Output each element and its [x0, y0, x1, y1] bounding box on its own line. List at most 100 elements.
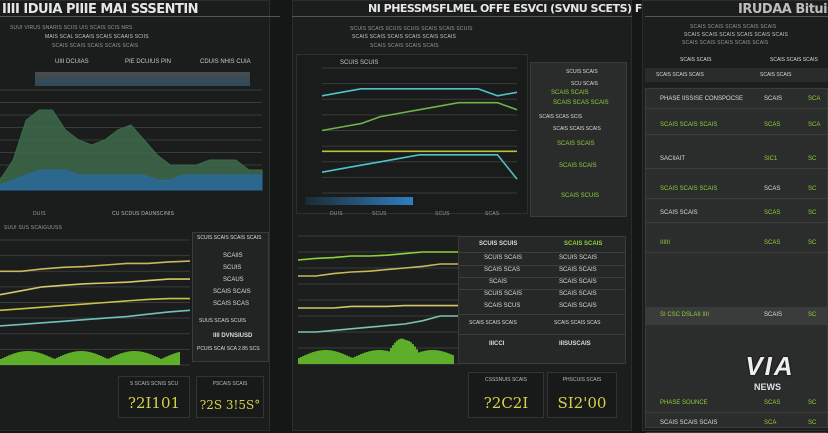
right-panel-title: IRUDAA Bituisa — [738, 2, 828, 17]
row-extra: SC — [808, 240, 817, 246]
volume-bar — [396, 340, 398, 364]
volume-bar — [94, 353, 96, 365]
table-cell: SCAIS SCAIS — [559, 291, 597, 297]
header-cell: SCAIS SCAIS SCAIS — [656, 72, 704, 78]
volume-bar — [80, 351, 82, 365]
volume-bar — [92, 352, 94, 365]
row-label: SCAIS SCAIS SCAIS — [660, 186, 718, 192]
volume-bar — [150, 354, 152, 365]
volume-bar — [120, 353, 122, 365]
volume-bar — [436, 350, 438, 364]
chart-legend-bar — [35, 72, 250, 86]
volume-bar — [8, 355, 10, 365]
volume-bar — [362, 353, 364, 364]
kpi-label: CSSSNUIS SCAIS — [485, 377, 527, 383]
volume-bar — [310, 352, 312, 364]
table-header: SCAIS SCAIS — [564, 241, 603, 247]
volume-bar — [420, 351, 422, 364]
row-extra: SCA — [808, 96, 821, 102]
volume-bar — [128, 351, 130, 365]
volume-bar — [48, 356, 50, 365]
volume-bar — [430, 350, 432, 364]
volume-bar — [110, 357, 112, 365]
watermark-sub: NEWS — [754, 382, 781, 392]
kpi-value: ?2I101 — [127, 394, 181, 412]
volume-bar — [336, 351, 338, 364]
line-series-yellow-b — [298, 304, 458, 309]
volume-bar — [418, 352, 420, 364]
volume-bar — [176, 352, 178, 365]
row-extra: SC — [808, 420, 817, 426]
header-band — [645, 68, 828, 82]
volume-bar — [96, 354, 98, 365]
volume-bar — [448, 353, 450, 364]
volume-bar — [306, 354, 308, 364]
volume-bar — [314, 351, 316, 364]
left-panel-title: IIII IDUIA PIIIE MAI SSSENTIN — [2, 2, 199, 17]
divider — [0, 16, 280, 17]
volume-bar — [102, 356, 104, 365]
volume-bar — [106, 358, 108, 365]
volume-bar — [404, 339, 406, 364]
volume-bar — [308, 353, 310, 364]
table-row: PHASE IISSISE CONSPOCSE SCAIS SCA — [646, 91, 827, 109]
volume-bar — [144, 352, 146, 365]
chart-footer: CU SCDUS DAUNSCINIS — [112, 211, 175, 217]
middle-table: SCUIS SCUIS SCAIS SCAIS SCUIS SCAIS SCUI… — [458, 236, 626, 364]
volume-bar — [374, 350, 376, 364]
volume-bar — [322, 350, 324, 364]
volume-bar — [140, 351, 142, 365]
volume-bar — [56, 357, 58, 365]
table-cell: SUUS SCAIS SCUIS — [199, 318, 246, 324]
row-extra: SC — [808, 312, 817, 318]
chart-footer: DUIS — [330, 211, 343, 217]
volume-bar — [350, 357, 352, 364]
subtitle-line: SUUI VIRUS SNARIS SCIIS UIS SCAIS SCIS N… — [10, 25, 133, 31]
divider — [645, 16, 828, 17]
volume-bar — [340, 353, 342, 364]
volume-bar — [124, 352, 126, 365]
volume-bar — [416, 349, 418, 364]
line-series-green-a — [297, 251, 458, 261]
header-cell: SCAIS SCAIS SCAIS — [770, 57, 818, 63]
row-extra: SC — [808, 210, 817, 216]
volume-bar — [28, 351, 30, 365]
kpi-value: SI2'00 — [557, 394, 607, 412]
kpi-label: PSCAIS SCAIS — [212, 381, 248, 387]
volume-bar — [432, 350, 434, 364]
side-header: SCUIS SCAIS — [566, 69, 598, 75]
table-row: SACIIAIT SIC1 SC — [646, 151, 827, 169]
row-value: SCAS — [764, 240, 781, 246]
row-value: SCAIS — [764, 312, 783, 318]
volume-bar — [168, 355, 170, 365]
right-table: PHASE IISSISE CONSPOCSE SCAIS SCA SCAIS … — [645, 88, 828, 433]
side-item: SCAIS SCAS SCIS — [539, 114, 583, 120]
volume-bar — [98, 355, 100, 365]
volume-bar — [422, 351, 424, 364]
volume-bar — [122, 352, 124, 365]
line-series-green-1 — [321, 101, 518, 132]
volume-bar — [338, 352, 340, 364]
volume-bar — [376, 350, 378, 364]
row-value: SCAS — [764, 400, 781, 406]
volume-bar — [108, 358, 110, 365]
volume-bar — [318, 350, 320, 364]
line-series-teal-b — [298, 315, 458, 333]
volume-bar — [386, 350, 388, 364]
volume-bar — [158, 357, 160, 365]
volume-bar — [384, 350, 386, 364]
table-row: PHASE SOUNCE SCAS SC — [646, 395, 827, 413]
volume-bar — [88, 351, 90, 365]
chart-frame — [296, 54, 528, 214]
volume-bar — [38, 352, 40, 365]
volume-bar — [14, 353, 16, 365]
volume-bar — [156, 357, 158, 365]
table-cell: SCUIS — [223, 265, 242, 271]
volume-bar — [68, 352, 70, 365]
volume-bar — [424, 350, 426, 364]
table-row: SCAIS SCAIS SCAIS SCAS SC — [646, 181, 827, 199]
line-series-teal-2 — [321, 154, 518, 180]
left-area-chart — [0, 89, 263, 191]
table-cell: SCUIS SCAIS — [484, 255, 523, 261]
table-cell: PCUIS SCAI SCA 2.85 SCS — [197, 346, 260, 352]
